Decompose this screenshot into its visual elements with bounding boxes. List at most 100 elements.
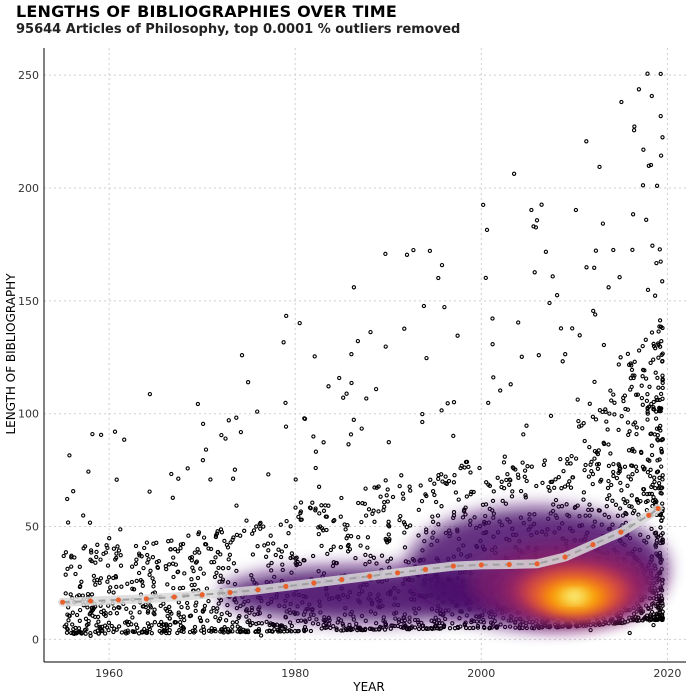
scatter-point <box>147 626 152 632</box>
scatter-point <box>564 502 569 507</box>
scatter-point <box>404 524 409 530</box>
scatter-point <box>502 454 507 459</box>
scatter-point <box>607 411 612 416</box>
scatter-point <box>154 560 159 565</box>
scatter-point <box>234 568 239 574</box>
scatter-point <box>658 525 663 530</box>
scatter-point <box>296 514 301 520</box>
scatter-point <box>657 512 662 518</box>
scatter-point <box>63 591 68 596</box>
scatter-point <box>646 605 651 611</box>
scatter-point <box>659 464 664 469</box>
scatter-point <box>420 411 425 417</box>
scatter-point <box>655 458 660 463</box>
scatter-point <box>395 623 401 629</box>
scatter-point <box>383 623 388 628</box>
scatter-point <box>604 504 609 509</box>
scatter-point <box>660 385 665 391</box>
scatter-point <box>508 478 513 483</box>
scatter-point <box>195 575 201 581</box>
scatter-point <box>550 274 555 279</box>
scatter-point <box>627 429 632 434</box>
scatter-point <box>141 565 146 571</box>
scatter-point <box>583 462 588 468</box>
scatter-point <box>565 461 570 466</box>
scatter-point <box>654 260 659 266</box>
scatter-point <box>457 616 462 621</box>
scatter-point <box>355 338 361 344</box>
scatter-point <box>225 602 230 608</box>
scatter-point <box>231 561 237 566</box>
scatter-point <box>83 631 88 636</box>
scatter-point <box>614 475 620 481</box>
scatter-point <box>623 406 628 412</box>
scatter-point <box>102 631 108 636</box>
scatter-point <box>232 467 238 472</box>
scatter-point <box>343 527 348 532</box>
scatter-point <box>276 547 281 552</box>
scatter-point <box>636 348 642 353</box>
scatter-point <box>616 470 621 476</box>
x-tick-label: 1980 <box>281 667 309 680</box>
scatter-point <box>605 485 611 491</box>
scatter-point <box>650 243 655 248</box>
scatter-point <box>114 611 120 616</box>
scatter-point <box>353 625 358 630</box>
scatter-point <box>651 601 656 606</box>
scatter-point <box>430 489 436 494</box>
scatter-point <box>383 478 388 483</box>
scatter-point <box>645 470 651 475</box>
scatter-point <box>655 469 661 474</box>
scatter-point <box>133 561 139 566</box>
scatter-point <box>208 546 214 552</box>
scatter-point <box>139 554 144 559</box>
scatter-point <box>106 589 112 594</box>
scatter-point <box>363 552 368 558</box>
scatter-point <box>269 560 274 566</box>
scatter-point <box>486 482 491 487</box>
scatter-point <box>272 627 277 632</box>
scatter-point <box>225 580 231 585</box>
scatter-point <box>376 626 382 631</box>
scatter-point <box>453 490 459 495</box>
scatter-point <box>645 287 651 293</box>
scatter-point <box>168 547 173 552</box>
scatter-point <box>172 546 178 552</box>
scatter-point <box>331 624 336 629</box>
trend-point <box>534 561 540 567</box>
density-region <box>566 591 583 602</box>
scatter-point <box>151 579 157 585</box>
trend-point <box>143 596 149 602</box>
scatter-point <box>469 619 474 625</box>
y-tick-label: 0 <box>32 633 39 646</box>
scatter-point <box>605 427 610 432</box>
scatter-point <box>116 605 121 610</box>
scatter-point <box>323 503 328 508</box>
scatter-point <box>186 533 191 538</box>
scatter-point <box>552 485 557 490</box>
scatter-point <box>432 481 437 486</box>
scatter-point <box>660 279 665 284</box>
scatter-point <box>256 620 261 626</box>
scatter-point <box>64 622 69 627</box>
scatter-point <box>625 619 631 624</box>
scatter-point <box>651 495 656 500</box>
scatter-point <box>94 549 99 555</box>
scatter-point <box>349 352 354 357</box>
scatter-point <box>319 543 324 549</box>
scatter-point <box>366 507 372 512</box>
scatter-point <box>385 499 390 504</box>
scatter-point <box>655 611 660 616</box>
scatter-point <box>203 447 209 452</box>
scatter-point <box>177 628 182 633</box>
scatter-point <box>570 475 575 480</box>
scatter-point <box>616 427 621 433</box>
scatter-point <box>147 391 153 397</box>
scatter-point <box>586 474 592 479</box>
scatter-point <box>606 442 611 447</box>
scatter-point <box>490 316 495 321</box>
scatter-point <box>412 625 418 630</box>
scatter-point <box>113 573 118 579</box>
scatter-point <box>92 578 97 583</box>
scatter-point <box>632 359 637 364</box>
